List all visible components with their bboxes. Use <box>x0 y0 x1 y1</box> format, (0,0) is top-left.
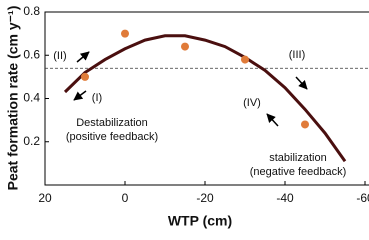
annotation: (I) <box>92 92 102 104</box>
arrow <box>266 113 279 127</box>
data-point <box>301 120 309 129</box>
y-tick-label: 0.2 <box>23 134 40 148</box>
x-axis-label: WTP (cm) <box>168 213 232 229</box>
y-tick-label: 0.6 <box>23 47 40 61</box>
y-tick-label: 0.4 <box>23 91 40 105</box>
data-point <box>81 72 89 81</box>
annotation: Destabilization <box>76 117 148 129</box>
data-point <box>121 29 129 38</box>
x-tick-label: -40 <box>276 191 294 205</box>
data-point <box>241 55 249 64</box>
fit-curve <box>63 34 347 163</box>
annotation: stabilization <box>269 152 326 164</box>
x-tick-label: -20 <box>196 191 214 205</box>
arrow <box>295 76 308 90</box>
annotation: (negative feedback) <box>250 166 347 178</box>
x-tick-label: 20 <box>38 191 52 205</box>
x-tick-label: 0 <box>122 191 129 205</box>
annotation: (positive feedback) <box>66 131 158 143</box>
x-tick-label: -60 <box>356 191 369 205</box>
arrow <box>76 51 90 63</box>
y-tick-label: 0.8 <box>23 4 40 18</box>
y-axis-label: Peat formation rate (cm y⁻¹) <box>5 6 21 191</box>
annotation: (III) <box>289 49 306 61</box>
arrow <box>73 90 87 101</box>
annotation: (IV) <box>243 97 261 109</box>
data-point <box>181 42 189 51</box>
annotation: (II) <box>53 50 66 62</box>
